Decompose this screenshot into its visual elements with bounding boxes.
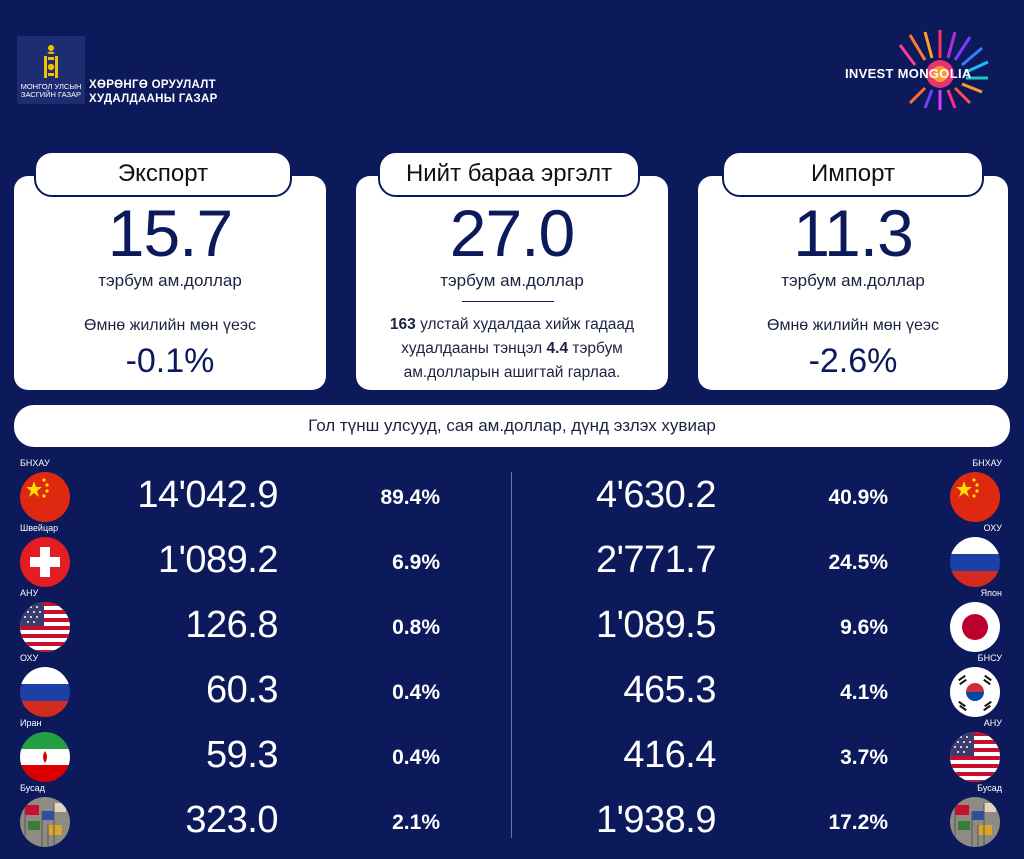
partner-share: 9.6% [840, 616, 888, 639]
export-prev-label: Өмнө жилийн мөн үеэс [84, 317, 256, 334]
total-value: 27.0 [449, 196, 575, 270]
partner-share: 2.1% [392, 811, 440, 834]
world-flags-icon [20, 797, 70, 847]
partner-country-label: Бусад [20, 783, 45, 793]
partner-share: 0.4% [392, 746, 440, 769]
organization-name-line2: ХУДАЛДААНЫ ГАЗАР [89, 93, 218, 105]
total-title: Нийт бараа эргэлт [378, 151, 640, 197]
export-unit: тэрбум ам.доллар [98, 271, 242, 290]
total-unit: тэрбум ам.доллар [440, 271, 584, 290]
total-note: 163 улстай худалдаа хийж гадаад худалдаа… [366, 313, 658, 385]
japan-flag-icon [950, 602, 1000, 652]
export-partner-row: АНУ 126.8 0.8% [0, 588, 1024, 664]
export-card: 15.7 тэрбум ам.доллар Өмнө жилийн мөн үе… [14, 176, 326, 390]
partner-country-label: АНУ [20, 588, 39, 598]
partner-amount: 1'089.2 [158, 539, 278, 581]
invest-mongolia-logo-text: INVEST MONGOLIA [845, 66, 972, 81]
export-partner-row: БНХАУ 14'042.9 89.4% [0, 458, 1024, 534]
partner-share: 0.4% [392, 681, 440, 704]
total-note-text: улстай худалдаа хийж гадаад худалдааны т… [401, 316, 635, 357]
world-flags-icon [950, 797, 1000, 847]
import-partner-row: ОХУ 2'771.7 24.5% [0, 523, 1024, 599]
partner-share: 3.7% [840, 746, 888, 769]
partner-country-label: БНХАУ [20, 458, 50, 468]
partner-amount: 14'042.9 [137, 474, 278, 516]
government-logo: МОНГОЛ УЛСЫН ЗАСГИЙН ГАЗАР [17, 36, 85, 104]
import-partner-row: БНХАУ 4'630.2 40.9% [0, 458, 1024, 534]
total-divider [462, 301, 554, 302]
partner-amount: 323.0 [185, 799, 278, 841]
partner-amount: 59.3 [206, 734, 278, 776]
partner-amount: 60.3 [206, 669, 278, 711]
export-value: 15.7 [107, 196, 233, 270]
partner-amount: 1'089.5 [596, 604, 716, 646]
partner-country-label: АНУ [983, 718, 1002, 728]
organization-name: ХӨРӨНГӨ ОРУУЛАЛТ ХУДАЛДААНЫ ГАЗАР [89, 78, 218, 106]
partners-divider [511, 472, 512, 838]
partner-country-label: Иран [20, 718, 42, 728]
china-flag-icon [20, 472, 70, 522]
export-partner-row: Швейцар 1'089.2 6.9% [0, 523, 1024, 599]
import-partner-row: Япон 1'089.5 9.6% [0, 588, 1024, 664]
partner-amount: 4'630.2 [596, 474, 716, 516]
china-flag-icon [950, 472, 1000, 522]
import-title: Импорт [722, 151, 984, 197]
import-unit: тэрбум ам.доллар [781, 271, 925, 290]
partner-share: 89.4% [380, 486, 440, 509]
partner-share: 6.9% [392, 551, 440, 574]
partner-country-label: Швейцар [20, 523, 59, 533]
import-value: 11.3 [793, 196, 914, 270]
organization-name-line1: ХӨРӨНГӨ ОРУУЛАЛТ [89, 79, 216, 91]
partner-country-label: Япон [980, 588, 1002, 598]
usa-flag-icon [20, 602, 70, 652]
partner-share: 24.5% [828, 551, 888, 574]
total-note-count: 163 [389, 316, 416, 333]
import-partner-row: АНУ 416.4 3.7% [0, 718, 1024, 794]
iran-flag-icon [20, 732, 70, 782]
partner-amount: 126.8 [185, 604, 278, 646]
partner-share: 17.2% [828, 811, 888, 834]
partner-amount: 465.3 [623, 669, 716, 711]
russia-flag-icon [20, 667, 70, 717]
export-partner-row: ОХУ 60.3 0.4% [0, 653, 1024, 729]
partner-amount: 1'938.9 [596, 799, 716, 841]
export-partner-row: Бусад 323.0 2.1% [0, 783, 1024, 859]
import-partner-row: Бусад 1'938.9 17.2% [0, 783, 1024, 859]
export-prev-value: -0.1% [125, 342, 215, 380]
soyombo-icon [44, 45, 58, 78]
export-title: Экспорт [34, 151, 292, 197]
total-note-balance: 4.4 [546, 340, 569, 357]
total-note-end: тэрбум ам.долларын ашигтай гарлаа. [403, 340, 623, 381]
partner-amount: 416.4 [623, 734, 716, 776]
export-partner-row: Иран 59.3 0.4% [0, 718, 1024, 794]
partners-title: Гол түнш улсууд, сая ам.доллар, дүнд эзл… [14, 405, 1010, 447]
partner-share: 40.9% [828, 486, 888, 509]
partner-share: 4.1% [840, 681, 888, 704]
invest-mongolia-logo [898, 30, 989, 110]
import-prev-value: -2.6% [808, 342, 898, 380]
total-turnover-card: 27.0 тэрбум ам.доллар 163 улстай худалда… [356, 176, 668, 390]
import-card: 11.3 тэрбум ам.доллар Өмнө жилийн мөн үе… [698, 176, 1008, 390]
partner-country-label: БНХАУ [972, 458, 1002, 468]
partner-country-label: ОХУ [20, 653, 39, 663]
government-logo-text: МОНГОЛ УЛСЫН ЗАСГИЙН ГАЗАР [20, 82, 82, 99]
partner-country-label: Бусад [977, 783, 1002, 793]
import-partner-row: БНСУ 465.3 4.1% [0, 653, 1024, 729]
russia-flag-icon [950, 537, 1000, 587]
partner-country-label: БНСУ [977, 653, 1002, 663]
partner-country-label: ОХУ [983, 523, 1002, 533]
partner-share: 0.8% [392, 616, 440, 639]
usa-flag-icon [950, 732, 1000, 782]
partner-amount: 2'771.7 [596, 539, 716, 581]
korea-flag-icon [950, 667, 1000, 717]
import-prev-label: Өмнө жилийн мөн үеэс [767, 317, 939, 334]
switzerland-flag-icon [20, 537, 70, 587]
